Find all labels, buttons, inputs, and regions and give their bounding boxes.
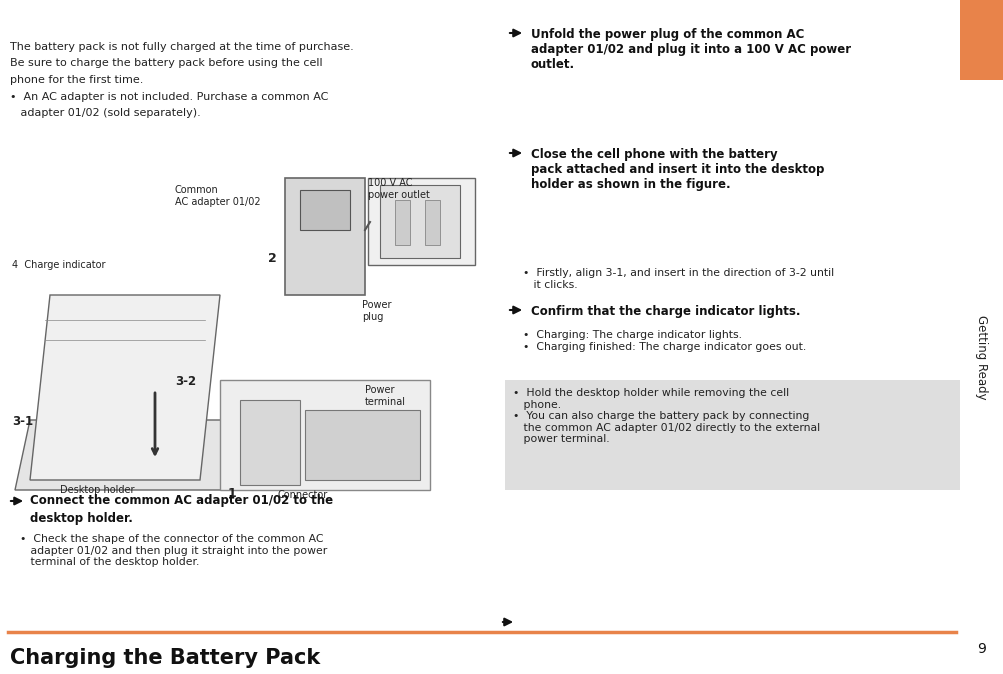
Text: Connector: Connector bbox=[278, 490, 328, 500]
Polygon shape bbox=[15, 420, 255, 490]
Text: Be sure to charge the battery pack before using the cell: Be sure to charge the battery pack befor… bbox=[10, 59, 322, 69]
Text: 100 V AC
power outlet: 100 V AC power outlet bbox=[368, 178, 429, 200]
Text: Confirm that the charge indicator lights.: Confirm that the charge indicator lights… bbox=[531, 305, 799, 318]
Bar bbox=[368, 178, 474, 265]
Text: 3-1: 3-1 bbox=[12, 415, 33, 428]
Text: Connect the common AC adapter 01/02 to the: Connect the common AC adapter 01/02 to t… bbox=[30, 494, 333, 507]
Text: phone for the first time.: phone for the first time. bbox=[10, 75, 143, 85]
Text: •  Firstly, align 3-1, and insert in the direction of 3-2 until
   it clicks.: • Firstly, align 3-1, and insert in the … bbox=[523, 268, 833, 290]
Text: 2: 2 bbox=[268, 252, 277, 265]
Bar bbox=[505, 380, 959, 490]
Text: •  An AC adapter is not included. Purchase a common AC: • An AC adapter is not included. Purchas… bbox=[10, 92, 328, 102]
Bar bbox=[959, 0, 1003, 674]
Text: Charging the Battery Pack: Charging the Battery Pack bbox=[10, 648, 320, 668]
Text: 9: 9 bbox=[977, 642, 986, 656]
Text: •  Hold the desktop holder while removing the cell
   phone.
•  You can also cha: • Hold the desktop holder while removing… bbox=[513, 388, 819, 444]
Text: Power
terminal: Power terminal bbox=[365, 385, 405, 406]
Bar bbox=[959, 0, 1003, 80]
Text: Common
AC adapter 01/02: Common AC adapter 01/02 bbox=[175, 185, 261, 207]
Text: adapter 01/02 (sold separately).: adapter 01/02 (sold separately). bbox=[10, 108, 201, 118]
Polygon shape bbox=[424, 200, 439, 245]
Text: •  Check the shape of the connector of the common AC
   adapter 01/02 and then p: • Check the shape of the connector of th… bbox=[20, 534, 327, 568]
Text: 3-2: 3-2 bbox=[175, 375, 196, 388]
Polygon shape bbox=[300, 190, 350, 230]
Polygon shape bbox=[379, 185, 459, 258]
Text: 1: 1 bbox=[228, 487, 237, 500]
Text: Unfold the power plug of the common AC
adapter 01/02 and plug it into a 100 V AC: Unfold the power plug of the common AC a… bbox=[531, 28, 851, 71]
Polygon shape bbox=[305, 410, 419, 480]
Text: •  Charging: The charge indicator lights.
•  Charging finished: The charge indic: • Charging: The charge indicator lights.… bbox=[523, 330, 805, 352]
Text: Power
plug: Power plug bbox=[362, 300, 391, 321]
Text: The battery pack is not fully charged at the time of purchase.: The battery pack is not fully charged at… bbox=[10, 42, 353, 52]
Text: 4  Charge indicator: 4 Charge indicator bbox=[12, 260, 105, 270]
Text: Desktop holder: Desktop holder bbox=[60, 485, 134, 495]
Bar bbox=[285, 178, 365, 295]
Text: Close the cell phone with the battery
pack attached and insert it into the deskt: Close the cell phone with the battery pa… bbox=[531, 148, 823, 191]
Polygon shape bbox=[240, 400, 300, 485]
Text: Getting Ready: Getting Ready bbox=[975, 315, 988, 399]
Polygon shape bbox=[394, 200, 409, 245]
Bar bbox=[220, 380, 429, 490]
Text: desktop holder.: desktop holder. bbox=[30, 512, 132, 525]
Polygon shape bbox=[30, 295, 220, 480]
